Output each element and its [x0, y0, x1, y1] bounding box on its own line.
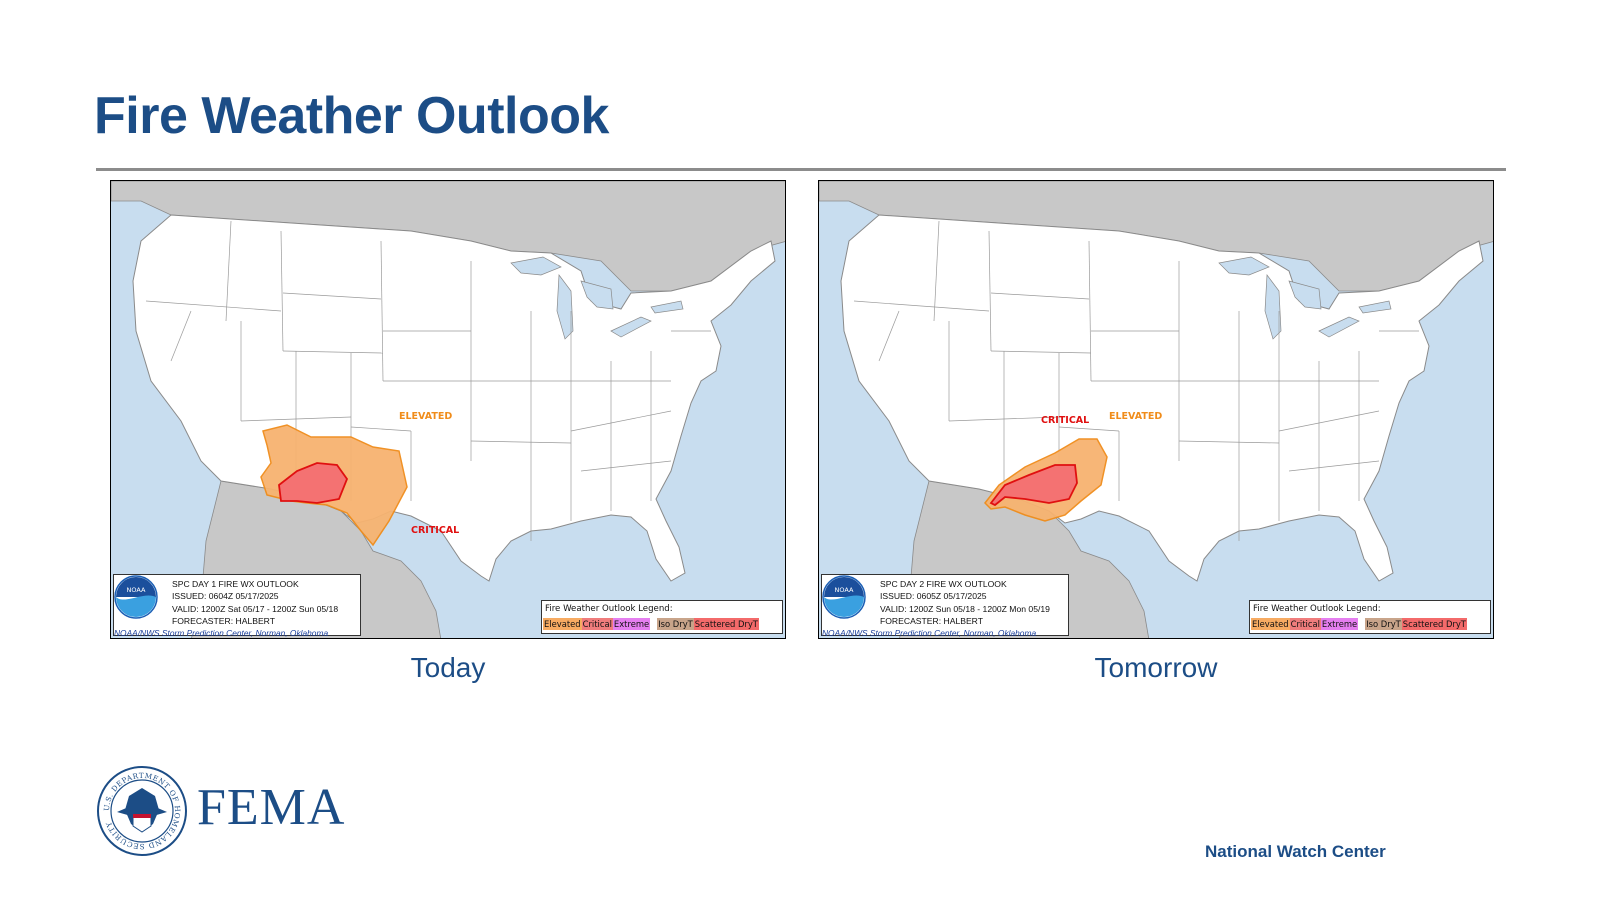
noaa-logo-text: NOAA	[835, 586, 854, 594]
info-lines: SPC DAY 1 FIRE WX OUTLOOK ISSUED: 0604Z …	[172, 578, 338, 627]
critical-area-day2	[989, 464, 1078, 507]
us-base-map	[111, 181, 785, 638]
legend-scattered-dryt: Scattered DryT	[1401, 618, 1467, 630]
critical-label: CRITICAL	[1041, 415, 1090, 426]
dhs-seal-icon: U.S. DEPARTMENT OF HOMELAND SECURITY	[97, 766, 187, 856]
issued-line: ISSUED: 0604Z 05/17/2025	[172, 591, 279, 602]
legend-critical: Critical	[1289, 618, 1321, 630]
noaa-logo: NOAA	[822, 575, 866, 619]
legend-scattered-dryt: Scattered DryT	[693, 618, 759, 630]
critical-label: CRITICAL	[411, 525, 460, 536]
outlook-legend: Fire Weather Outlook Legend: Elevated Cr…	[1249, 600, 1491, 634]
us-base-map	[819, 181, 1493, 638]
map-panel-today: ELEVATED CRITICAL NOAA SPC DAY 1 FIRE WX…	[110, 180, 786, 639]
legend-title: Fire Weather Outlook Legend:	[545, 604, 673, 614]
spc-credit: NOAA/NWS Storm Prediction Center, Norman…	[114, 628, 329, 638]
legend-extreme: Extreme	[612, 618, 651, 630]
national-watch-center: National Watch Center	[1205, 842, 1386, 861]
outlook-info-box: NOAA SPC DAY 1 FIRE WX OUTLOOK ISSUED: 0…	[113, 574, 361, 636]
outlook-title: SPC DAY 1 FIRE WX OUTLOOK	[172, 579, 299, 589]
map-panel-tomorrow: ELEVATED CRITICAL NOAA SPC DAY 2 FIRE WX…	[818, 180, 1494, 639]
legend-extreme: Extreme	[1320, 618, 1359, 630]
caption-today: Today	[410, 652, 486, 683]
noaa-logo-text: NOAA	[127, 586, 146, 594]
info-lines: SPC DAY 2 FIRE WX OUTLOOK ISSUED: 0605Z …	[880, 578, 1050, 627]
elevated-label: ELEVATED	[1109, 411, 1163, 422]
title-divider	[96, 168, 1506, 171]
page-title: Fire Weather Outlook	[94, 87, 609, 145]
outlook-info-box: NOAA SPC DAY 2 FIRE WX OUTLOOK ISSUED: 0…	[821, 574, 1069, 636]
legend-elevated: Elevated	[543, 618, 582, 630]
forecaster-line: FORECASTER: HALBERT	[172, 615, 275, 626]
caption-tomorrow: Tomorrow	[1094, 652, 1218, 683]
legend-iso-dryt: Iso DryT	[657, 618, 694, 630]
critical-area-day1	[278, 462, 349, 504]
legend-elevated: Elevated	[1251, 618, 1290, 630]
fema-wordmark: FEMA	[197, 779, 346, 836]
valid-line: VALID: 1200Z Sun 05/18 - 1200Z Mon 05/19	[880, 603, 1050, 614]
outlook-title: SPC DAY 2 FIRE WX OUTLOOK	[880, 579, 1007, 589]
legend-critical: Critical	[581, 618, 613, 630]
outlook-legend: Fire Weather Outlook Legend: Elevated Cr…	[541, 600, 783, 634]
issued-line: ISSUED: 0605Z 05/17/2025	[880, 591, 987, 602]
legend-title: Fire Weather Outlook Legend:	[1253, 604, 1381, 614]
spc-credit: NOAA/NWS Storm Prediction Center, Norman…	[822, 628, 1037, 638]
forecaster-line: FORECASTER: HALBERT	[880, 615, 983, 626]
elevated-label: ELEVATED	[399, 411, 453, 422]
valid-line: VALID: 1200Z Sat 05/17 - 1200Z Sun 05/18	[172, 603, 339, 614]
noaa-logo: NOAA	[114, 575, 158, 619]
legend-iso-dryt: Iso DryT	[1365, 618, 1402, 630]
